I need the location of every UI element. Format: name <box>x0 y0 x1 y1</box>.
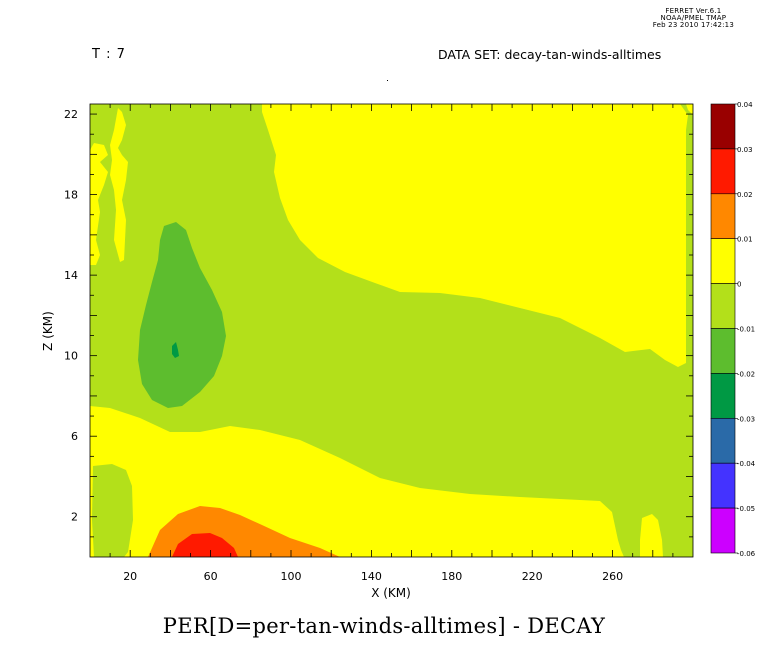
y-tick-label-14: 14 <box>64 269 78 282</box>
time-label: T : 7 <box>92 47 126 62</box>
x-tick-label-100: 100 <box>281 570 302 583</box>
colorbar-label-0: 0.04 <box>737 101 753 109</box>
colorbar-label-4: 0 <box>737 281 741 289</box>
x-axis-ticks <box>109 104 674 557</box>
version-stamp: FERRET Ver.6.1 NOAA/PMEL TMAP Feb 23 201… <box>653 8 734 29</box>
x-tick-label-140: 140 <box>361 570 382 583</box>
dataset-label: DATA SET: decay-tan-winds-alltimes <box>438 47 662 62</box>
colorbar-swatch-1 <box>710 148 736 195</box>
fill-neg001-0-pocket <box>92 464 133 557</box>
stamp-line-2: NOAA/PMEL TMAP <box>660 14 727 22</box>
x-axis-label: X (KM) <box>371 586 411 600</box>
stray-dot <box>387 80 388 81</box>
stamp-line-1: FERRET Ver.6.1 <box>665 7 722 15</box>
x-tick-label-220: 220 <box>522 570 543 583</box>
fill-neg002-neg001 <box>138 222 226 408</box>
colorbar-labels: 0.04 0.03 0.02 0.01 0 -0.01 -0.02 -0.03 -0.04 -0.… <box>737 101 756 558</box>
colorbar-label-9: -0.05 <box>737 505 755 513</box>
colorbar-swatch-5 <box>710 328 736 374</box>
colorbar-swatch-7 <box>710 417 736 464</box>
stamp-line-3: Feb 23 2010 17:42:13 <box>652 21 734 29</box>
x-tick-label-180: 180 <box>441 570 462 583</box>
y-tick-label-10: 10 <box>64 350 78 363</box>
x-tick-label-260: 260 <box>602 570 623 583</box>
colorbar-swatch-4 <box>710 283 736 329</box>
fill-0-001-right-sliver <box>640 514 663 557</box>
colorbar <box>710 103 738 554</box>
x-tick-label-20: 20 <box>123 570 137 583</box>
colorbar-swatch-0 <box>710 103 736 150</box>
x-tick-label-60: 60 <box>204 570 218 583</box>
colorbar-label-7: -0.03 <box>737 415 755 423</box>
colorbar-swatch-8 <box>710 462 736 509</box>
colorbar-label-5: -0.01 <box>737 326 755 334</box>
fill-neg003-neg002 <box>172 342 179 358</box>
chart-title: PER[D=per-tan-winds-alltimes] - DECAY <box>162 614 606 638</box>
fill-0-001-upper <box>262 104 688 367</box>
fill-0-001-upper-edge <box>686 104 693 115</box>
y-tick-label-22: 22 <box>64 108 78 121</box>
colorbar-swatch-6 <box>710 373 736 419</box>
colorbar-label-10: -0.06 <box>737 550 756 558</box>
plot-area <box>90 104 693 557</box>
colorbar-swatch-2 <box>710 193 736 240</box>
y-axis-ticks <box>90 113 693 538</box>
fill-002-003 <box>172 533 238 557</box>
colorbar-label-1: 0.03 <box>737 146 753 154</box>
colorbar-label-2: 0.02 <box>737 191 753 199</box>
y-axis-tick-labels: 2 6 10 14 18 22 <box>64 108 78 524</box>
colorbar-swatch-3 <box>710 238 736 284</box>
colorbar-label-3: 0.01 <box>737 236 753 244</box>
x-axis-tick-labels: 20 60 100 140 180 220 260 <box>123 570 623 583</box>
y-tick-label-6: 6 <box>71 430 78 443</box>
y-tick-label-2: 2 <box>71 511 78 524</box>
fill-0-001-left-sliver-1 <box>110 108 128 262</box>
colorbar-label-8: -0.04 <box>737 460 756 468</box>
colorbar-swatch-9 <box>710 507 736 554</box>
colorbar-label-6: -0.02 <box>737 370 755 378</box>
y-axis-label: Z (KM) <box>41 311 55 351</box>
y-tick-label-18: 18 <box>64 189 78 202</box>
